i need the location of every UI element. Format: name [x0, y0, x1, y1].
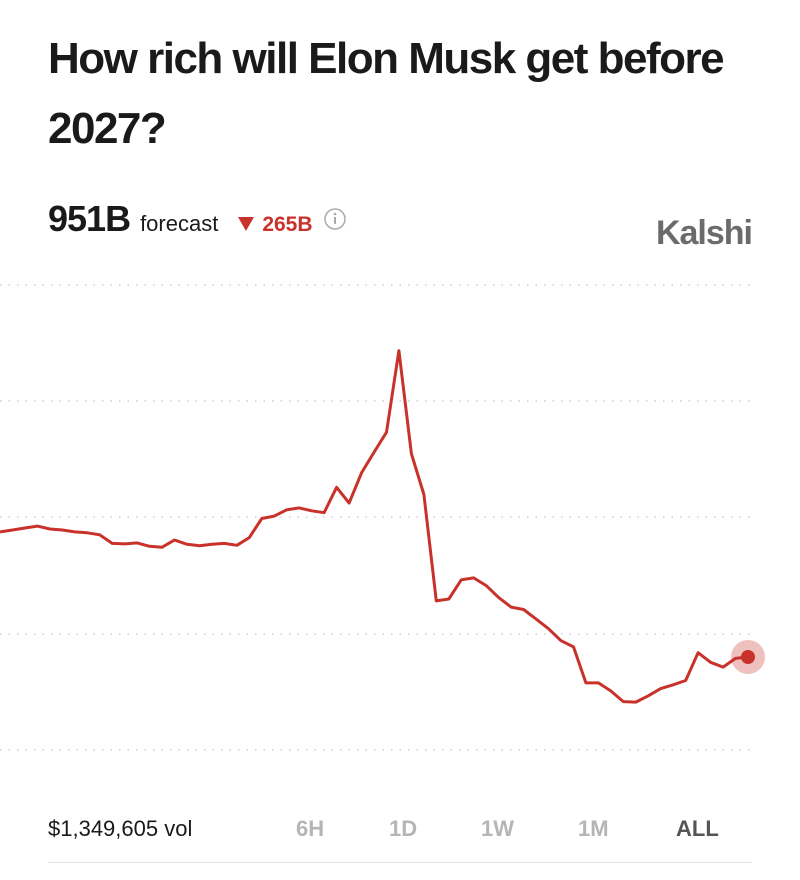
range-tab[interactable]: 1D	[389, 816, 418, 841]
brand-logo: Kalshi	[655, 214, 753, 252]
range-tab[interactable]: 6H	[296, 816, 325, 841]
current-dot	[741, 650, 755, 664]
forecast-change: 265B	[262, 213, 313, 236]
chart	[0, 284, 765, 751]
forecast-label: forecast	[140, 211, 219, 236]
footer: $1,349,605 vol 6H 1D 1W 1M ALL	[48, 812, 752, 863]
info-icon[interactable]	[323, 207, 347, 231]
forecast-value: 951B	[48, 198, 131, 239]
price-line	[0, 349, 749, 704]
range-tab[interactable]: 1M	[578, 816, 609, 841]
question-title: How rich will Elon Musk get before 2027?	[48, 34, 725, 153]
down-arrow	[238, 217, 255, 231]
forecast-row: 951B forecast 265B	[48, 198, 347, 240]
range-tab[interactable]: 1W	[481, 816, 514, 841]
range-tab[interactable]: ALL	[676, 816, 719, 841]
volume: $1,349,605 vol	[48, 816, 193, 841]
